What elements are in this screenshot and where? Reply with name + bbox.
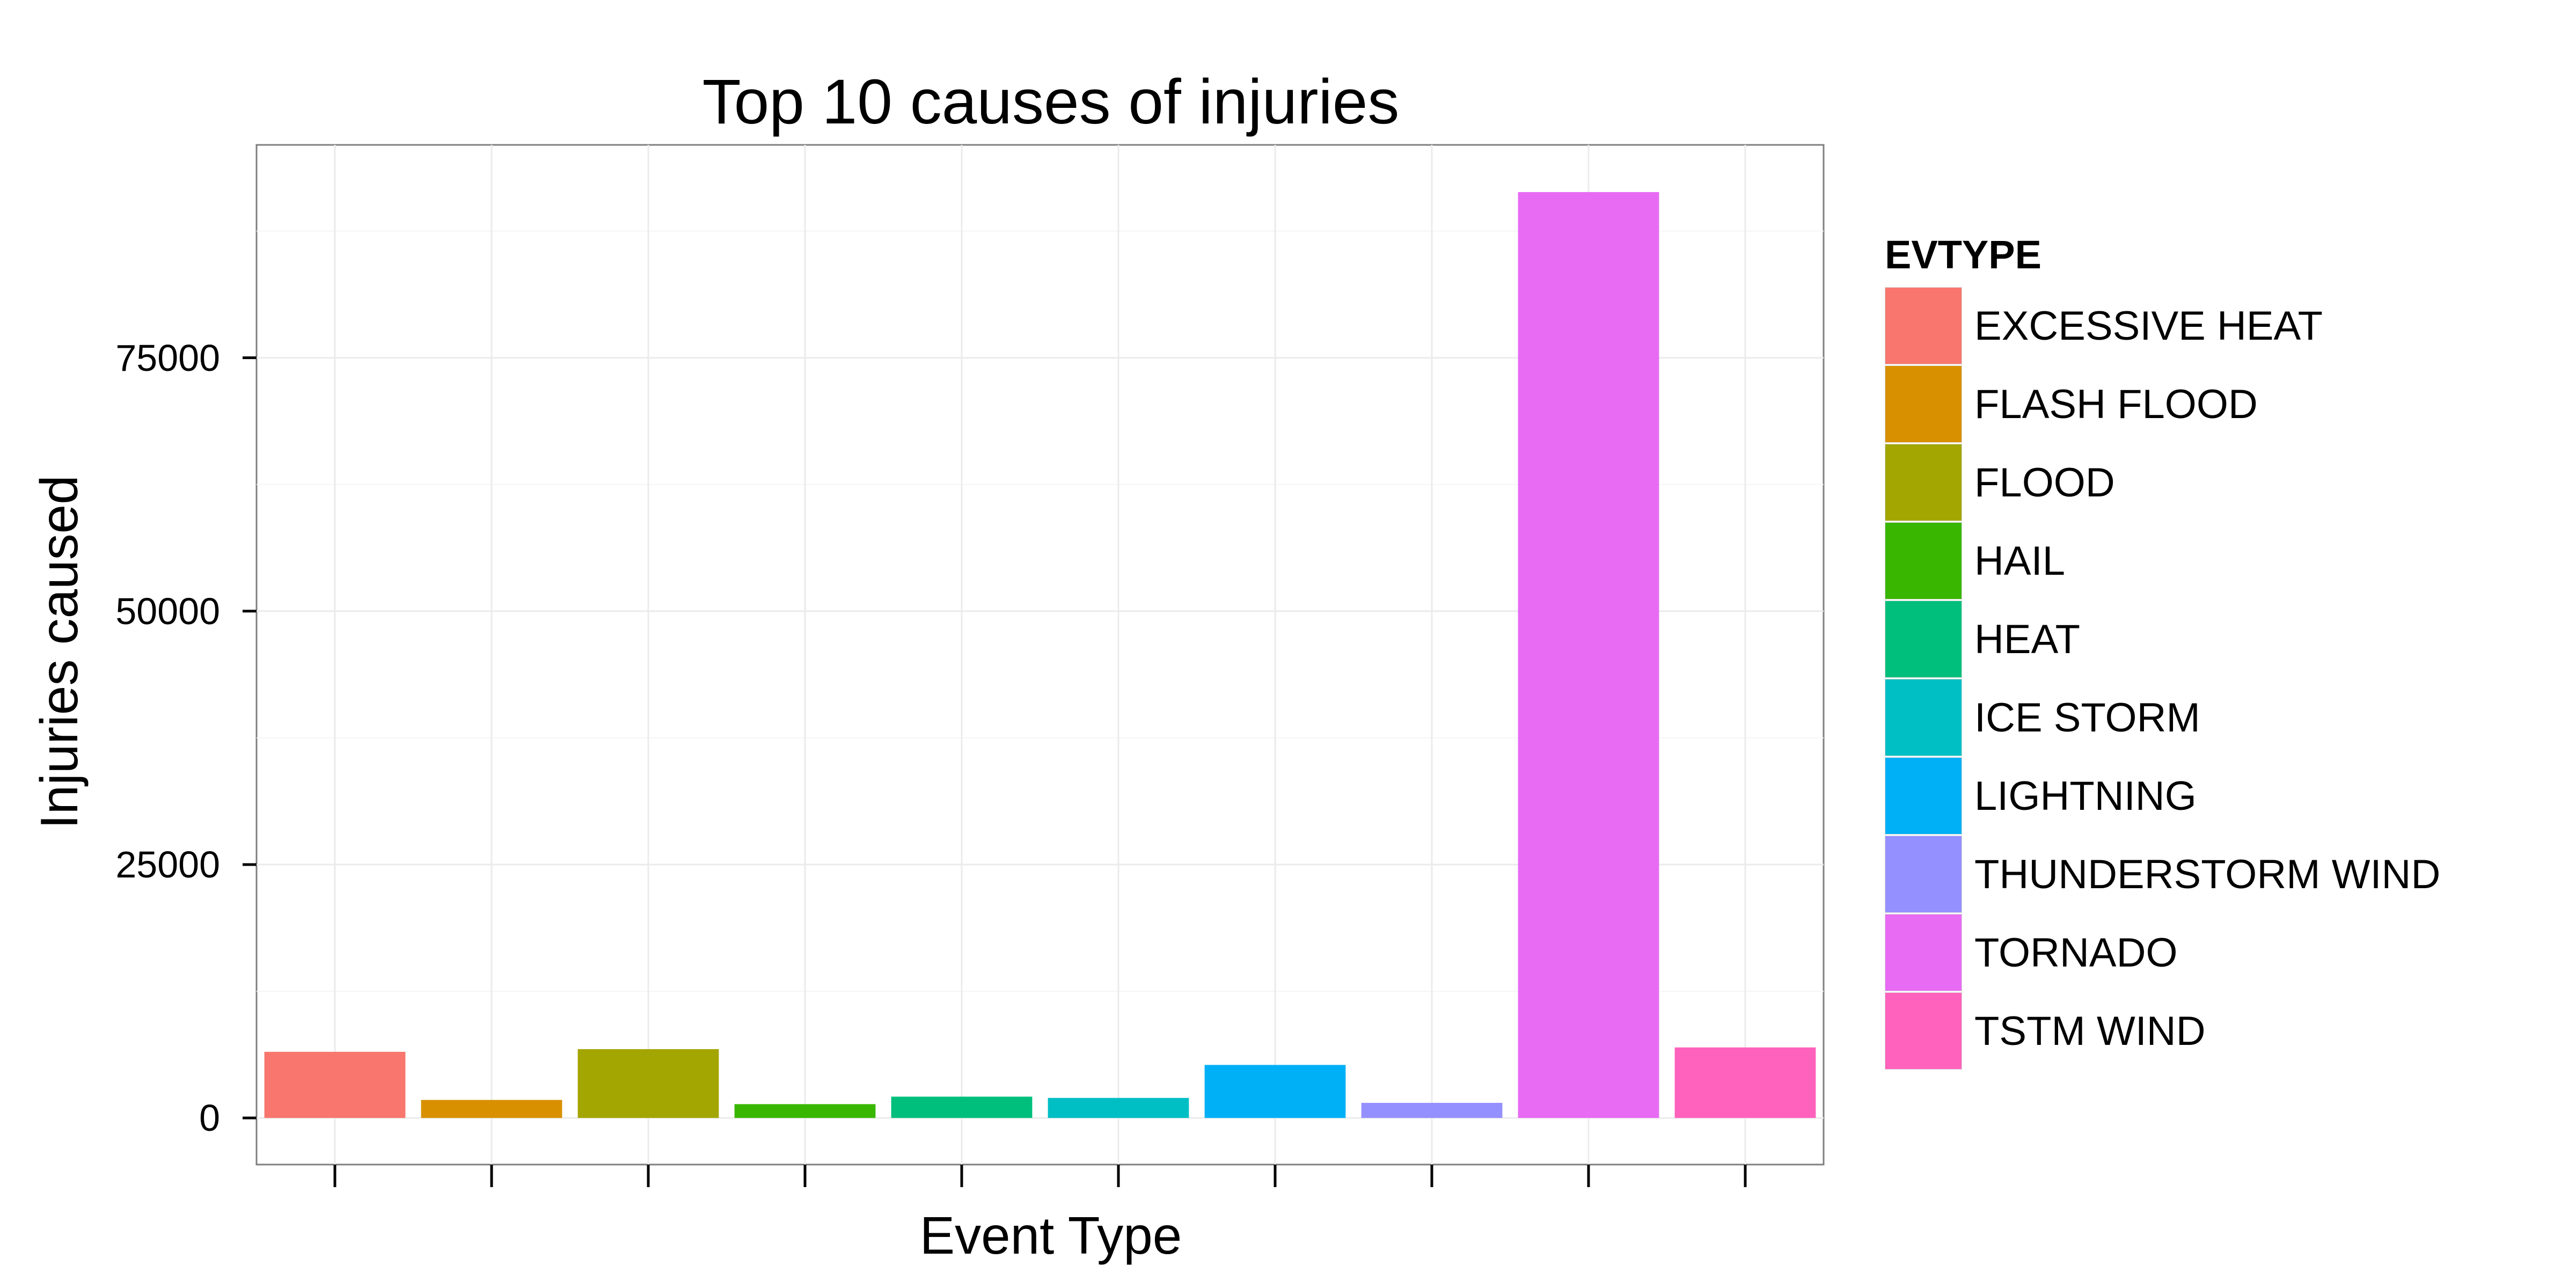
bars [264, 192, 1816, 1118]
legend-label: LIGHTNING [1974, 773, 2197, 819]
legend-label: FLASH FLOOD [1974, 382, 2258, 427]
bar-tstm-wind [1674, 1047, 1816, 1118]
chart-title: Top 10 causes of injuries [702, 67, 1400, 137]
legend-label: HEAT [1974, 617, 2081, 662]
legend-item: TORNADO [1885, 914, 2561, 992]
legend-item: LIGHTNING [1885, 757, 2561, 836]
legend-swatch [1885, 836, 1962, 913]
legend-item: HEAT [1885, 601, 2561, 679]
legend-item: THUNDERSTORM WIND [1885, 836, 2561, 914]
bar-ice-storm [1048, 1097, 1189, 1118]
y-tick-label: 75000 [115, 336, 220, 379]
bar-heat [891, 1096, 1033, 1118]
x-axis-label: Event Type [919, 1206, 1182, 1265]
legend-swatch [1885, 601, 1962, 678]
legend-swatch [1885, 365, 1962, 443]
legend-label: THUNDERSTORM WIND [1974, 852, 2441, 897]
y-tick-label: 0 [199, 1097, 220, 1139]
legend-item: FLASH FLOOD [1885, 365, 2561, 444]
legend: EVTYPE EXCESSIVE HEAT FLASH FLOOD FLOOD HAI… [1885, 228, 2561, 1071]
bar-tornado [1518, 192, 1659, 1118]
legend-label: HAIL [1974, 538, 2065, 584]
legend-swatch [1885, 992, 1962, 1070]
legend-title: EVTYPE [1885, 232, 2041, 277]
legend-swatch [1885, 914, 1962, 991]
legend-label: ICE STORM [1974, 695, 2200, 741]
bar-flood [577, 1049, 719, 1118]
legend-label: FLOOD [1974, 460, 2115, 506]
legend-swatch [1885, 287, 1962, 364]
legend-item: ICE STORM [1885, 679, 2561, 757]
y-tick-label: 25000 [115, 843, 220, 885]
legend-item: FLOOD [1885, 444, 2561, 522]
legend-label: TSTM WIND [1974, 1008, 2206, 1054]
axis-ticks [243, 356, 1747, 1187]
y-axis-label: Injuries caused [30, 475, 89, 829]
legend-items: EXCESSIVE HEAT FLASH FLOOD FLOOD HAIL HEAT IC… [1885, 287, 2561, 1071]
legend-item: EXCESSIVE HEAT [1885, 287, 2561, 365]
legend-swatch [1885, 757, 1962, 835]
legend-item: TSTM WIND [1885, 992, 2561, 1071]
bar-flash-flood [421, 1100, 562, 1118]
bar-lightning [1204, 1065, 1346, 1118]
legend-label: TORNADO [1974, 930, 2178, 976]
legend-swatch [1885, 522, 1962, 599]
legend-swatch [1885, 679, 1962, 756]
bar-hail [734, 1104, 876, 1118]
legend-item: HAIL [1885, 522, 2561, 601]
bar-thunderstorm-wind [1361, 1103, 1503, 1118]
legend-label: EXCESSIVE HEAT [1974, 303, 2323, 349]
legend-swatch [1885, 444, 1962, 521]
y-tick-label: 50000 [115, 590, 220, 632]
bar-excessive-heat [264, 1051, 406, 1118]
